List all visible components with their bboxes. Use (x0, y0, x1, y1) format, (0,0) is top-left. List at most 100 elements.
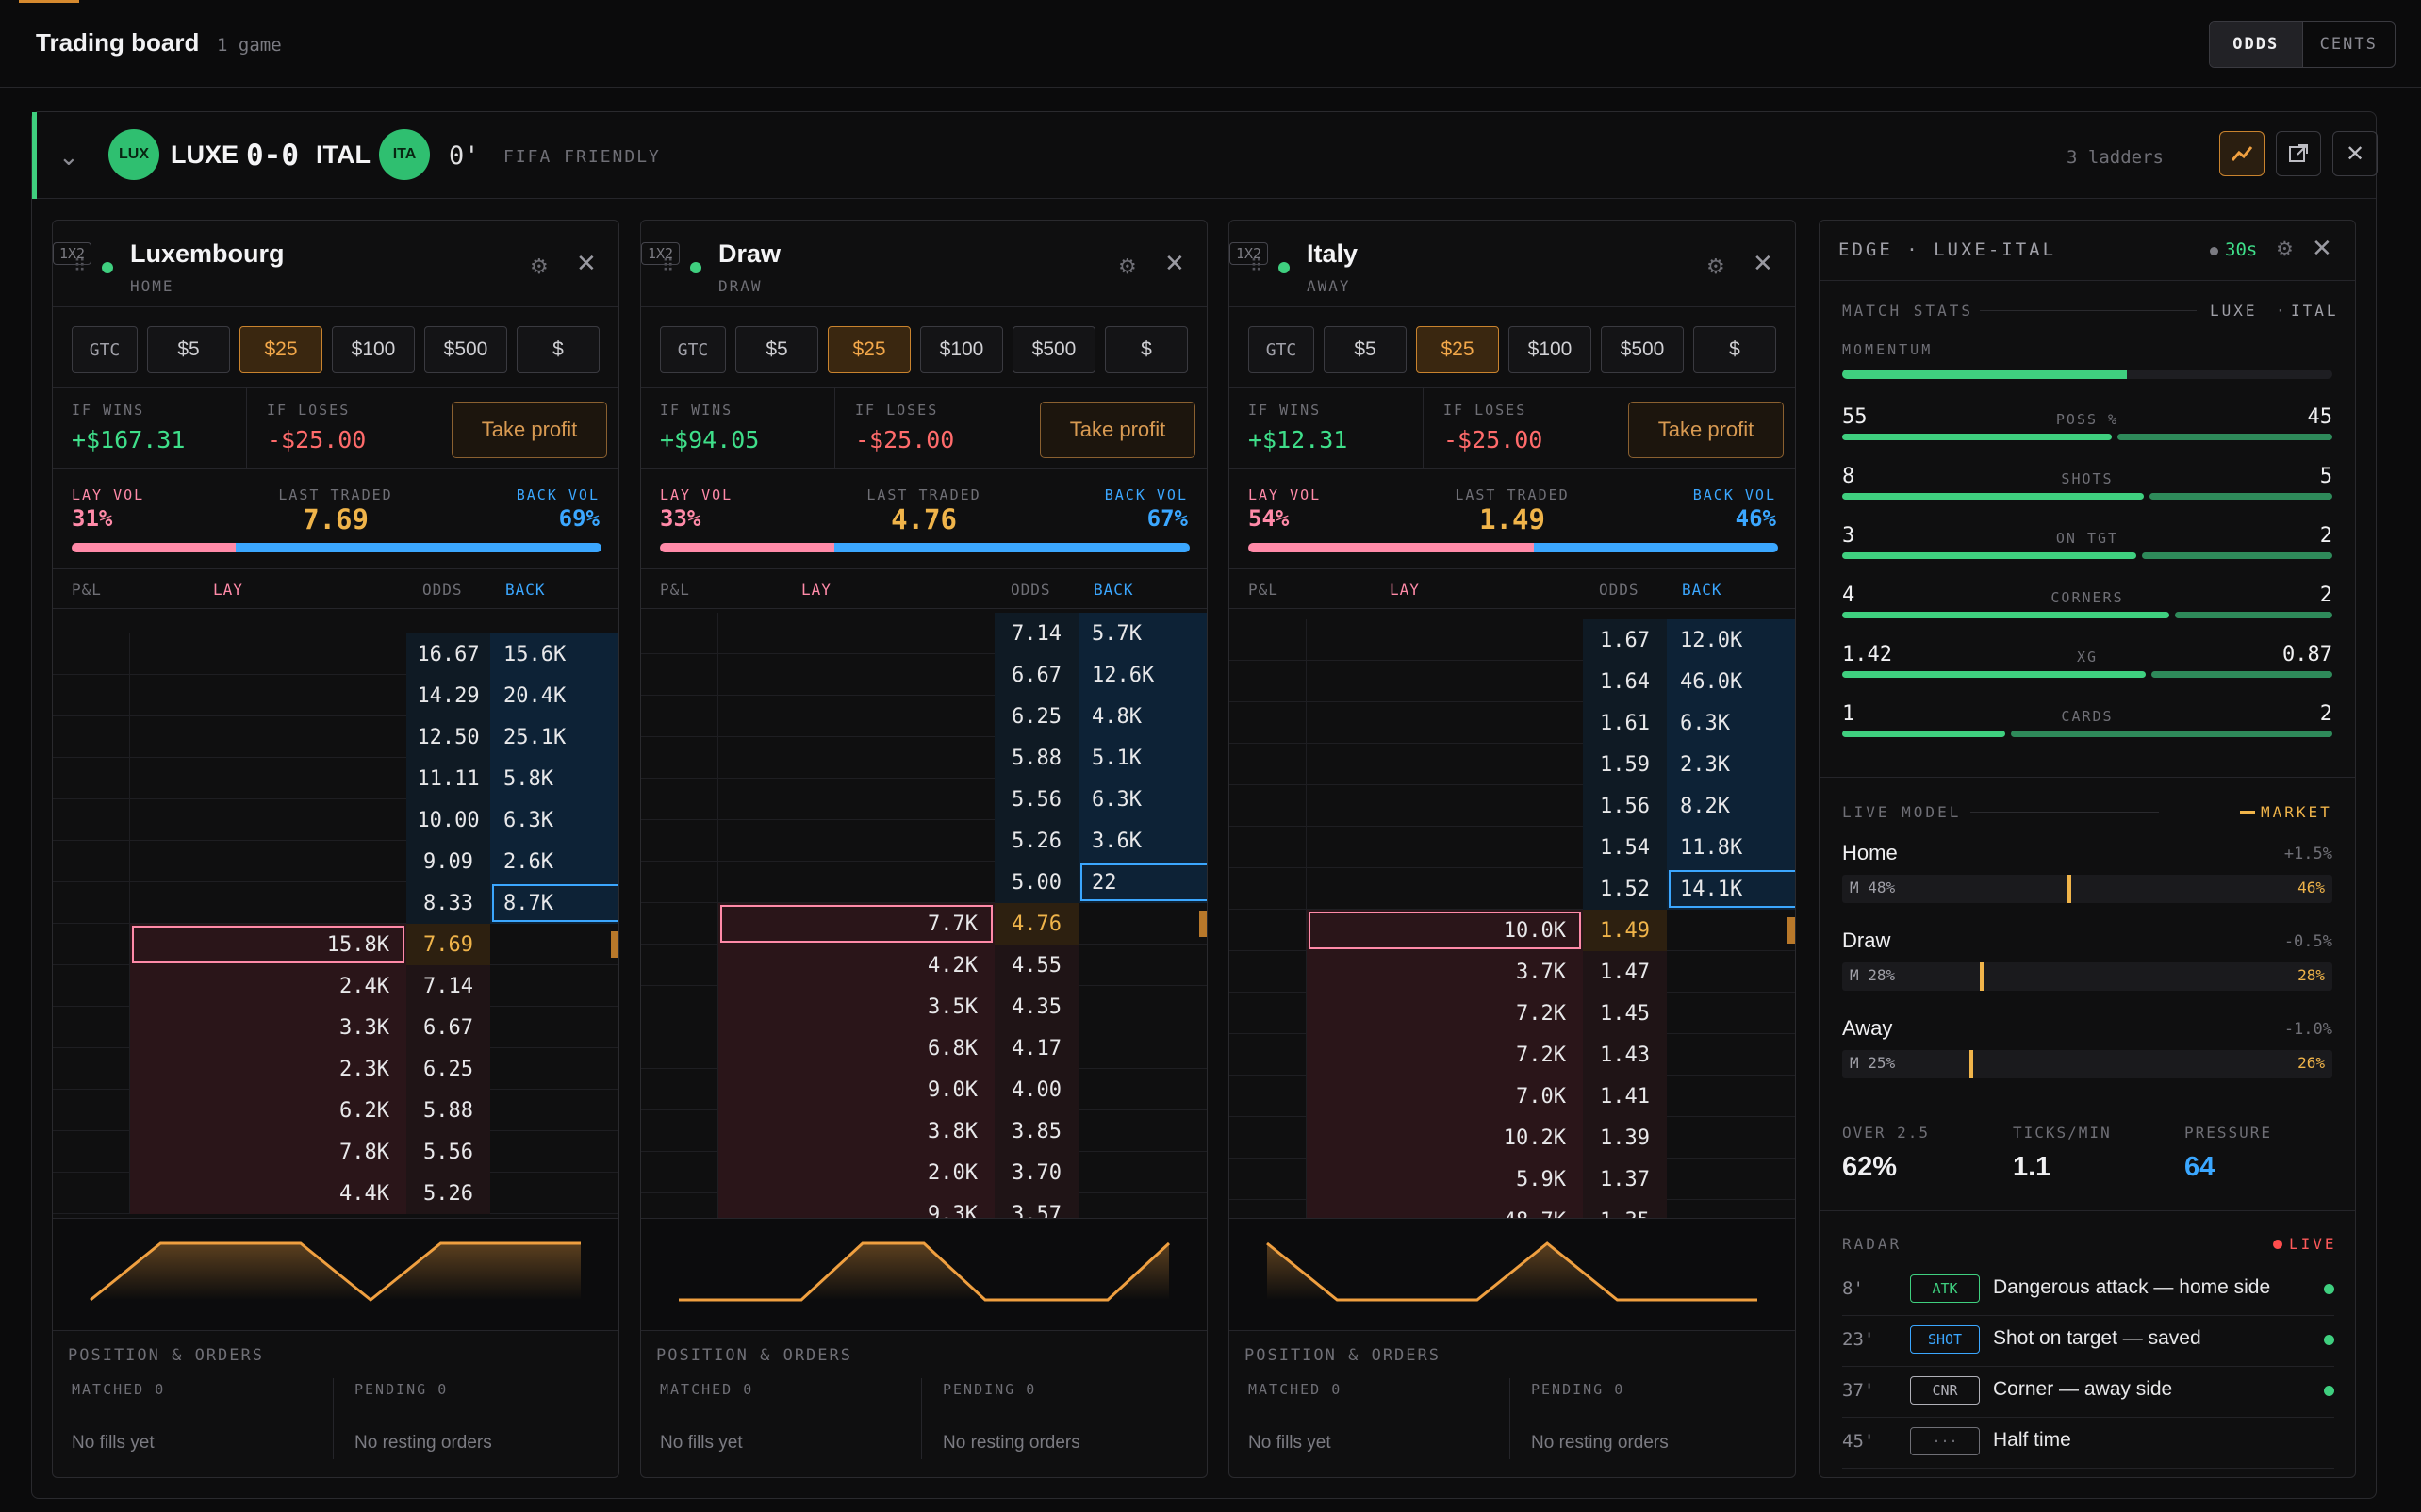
ladder-row[interactable]: 16.67 15.6K (53, 633, 618, 676)
take-profit-button[interactable]: Take profit (452, 402, 607, 458)
ladder-row[interactable]: 3.8K 3.85 (641, 1110, 1207, 1153)
ladder-row[interactable]: 12.50 25.1K (53, 716, 618, 759)
lay-cell[interactable]: 2.0K (718, 1152, 995, 1194)
back-cell[interactable] (1667, 993, 1795, 1034)
back-cell[interactable]: 8.2K (1667, 785, 1795, 827)
lay-cell[interactable]: 5.9K (1307, 1159, 1583, 1200)
lay-cell[interactable]: 4.4K (130, 1173, 406, 1215)
stake-button[interactable]: $ (1105, 326, 1188, 373)
lay-cell[interactable] (718, 737, 995, 779)
back-cell[interactable] (1079, 903, 1207, 945)
ladder-row[interactable]: 7.2K 1.45 (1229, 993, 1795, 1034)
back-cell[interactable]: 4.8K (1079, 696, 1207, 738)
ladder-row[interactable]: 1.52 14.1K (1229, 868, 1795, 910)
lay-cell[interactable]: 3.8K (718, 1110, 995, 1153)
ladder-row[interactable]: 5.56 6.3K (641, 779, 1207, 821)
gear-icon[interactable]: ⚙ (1118, 255, 1137, 278)
back-cell[interactable] (1667, 1159, 1795, 1200)
lay-cell[interactable]: 10.2K (1307, 1117, 1583, 1159)
back-cell[interactable] (490, 1007, 618, 1048)
ladder-row[interactable]: 7.14 5.7K (641, 613, 1207, 655)
back-cell[interactable]: 20.4K (490, 675, 618, 717)
lay-cell[interactable]: 7.7K (718, 903, 995, 945)
ladder-row[interactable]: 10.00 6.3K (53, 799, 618, 842)
drag-handle-icon[interactable]: ⠿ (1250, 256, 1263, 275)
ladder-row[interactable]: 7.2K 1.43 (1229, 1034, 1795, 1076)
ladder-row[interactable]: 2.3K 6.25 (53, 1048, 618, 1091)
back-cell[interactable] (1667, 1200, 1795, 1218)
chart-toggle-button[interactable] (2219, 131, 2265, 176)
lay-cell[interactable]: 7.0K (1307, 1076, 1583, 1117)
back-cell[interactable] (1079, 1152, 1207, 1193)
lay-cell[interactable]: 9.0K (718, 1069, 995, 1111)
back-cell[interactable]: 5.8K (490, 758, 618, 800)
ladder-row[interactable]: 48.7K 1.35 (1229, 1200, 1795, 1218)
back-cell[interactable] (1667, 1034, 1795, 1076)
ladder-row[interactable]: 6.67 12.6K (641, 654, 1207, 697)
back-cell[interactable]: 6.3K (1079, 779, 1207, 821)
back-cell[interactable] (1079, 1110, 1207, 1152)
lay-cell[interactable]: 7.2K (1307, 1034, 1583, 1076)
ladder-row[interactable]: 5.88 5.1K (641, 737, 1207, 780)
lay-cell[interactable] (1307, 785, 1583, 827)
stake-button[interactable]: $5 (1324, 326, 1407, 373)
back-cell[interactable]: 3.6K (1079, 820, 1207, 863)
ladder-row[interactable]: 2.0K 3.70 (641, 1152, 1207, 1194)
lay-cell[interactable]: 2.4K (130, 965, 406, 1008)
lay-cell[interactable]: 6.2K (130, 1090, 406, 1132)
ladder-row[interactable]: 10.0K 1.49 (1229, 910, 1795, 951)
back-cell[interactable] (490, 924, 618, 965)
lay-cell[interactable]: 7.8K (130, 1131, 406, 1174)
lay-cell[interactable] (130, 716, 406, 758)
back-cell[interactable]: 5.7K (1079, 613, 1207, 655)
ladder-row[interactable]: 5.26 3.6K (641, 820, 1207, 863)
back-cell[interactable] (1079, 945, 1207, 986)
close-game-button[interactable]: ✕ (2332, 131, 2378, 176)
chevron-down-icon[interactable]: ⌄ (58, 142, 79, 171)
back-cell[interactable] (1079, 1193, 1207, 1218)
back-cell[interactable]: 6.3K (490, 799, 618, 842)
lay-cell[interactable] (130, 882, 406, 924)
lay-cell[interactable] (130, 758, 406, 799)
ladder-row[interactable]: 11.11 5.8K (53, 758, 618, 800)
lay-cell[interactable]: 4.2K (718, 945, 995, 987)
ladder-row[interactable]: 9.3K 3.57 (641, 1193, 1207, 1218)
close-icon[interactable]: ✕ (1753, 249, 1773, 277)
drag-handle-icon[interactable]: ⠿ (74, 256, 87, 275)
lay-cell[interactable]: 7.2K (1307, 993, 1583, 1034)
ladder-row[interactable]: 3.7K 1.47 (1229, 951, 1795, 993)
radar-event[interactable]: 23' SHOT Shot on target — saved (1842, 1316, 2334, 1367)
stake-button[interactable]: $ (1693, 326, 1776, 373)
stake-button[interactable]: GTC (660, 326, 726, 373)
stake-button[interactable]: $100 (332, 326, 415, 373)
lay-cell[interactable]: 3.7K (1307, 951, 1583, 993)
back-cell[interactable] (490, 965, 618, 1007)
lay-cell[interactable]: 48.7K (1307, 1200, 1583, 1218)
lay-cell[interactable] (130, 841, 406, 882)
ladder-row[interactable]: 14.29 20.4K (53, 675, 618, 717)
back-cell[interactable] (1079, 1027, 1207, 1069)
lay-cell[interactable]: 3.3K (130, 1007, 406, 1049)
lay-cell[interactable] (1307, 827, 1583, 868)
stake-button[interactable]: $500 (424, 326, 507, 373)
lay-cell[interactable] (718, 820, 995, 862)
ladder-row[interactable]: 5.00 22 (641, 862, 1207, 904)
stake-button[interactable]: $25 (1416, 326, 1499, 373)
back-cell[interactable]: 11.8K (1667, 827, 1795, 868)
take-profit-button[interactable]: Take profit (1628, 402, 1784, 458)
ladder-row[interactable]: 7.8K 5.56 (53, 1131, 618, 1174)
lay-cell[interactable]: 9.3K (718, 1193, 995, 1218)
take-profit-button[interactable]: Take profit (1040, 402, 1195, 458)
stake-button[interactable]: $500 (1013, 326, 1095, 373)
lay-cell[interactable] (1307, 744, 1583, 785)
lay-cell[interactable] (718, 696, 995, 737)
ladder-row[interactable]: 4.2K 4.55 (641, 945, 1207, 987)
lay-cell[interactable] (1307, 619, 1583, 661)
stake-button[interactable]: $ (517, 326, 600, 373)
back-cell[interactable]: 15.6K (490, 633, 618, 676)
back-cell[interactable]: 12.6K (1079, 654, 1207, 697)
back-cell[interactable]: 8.7K (490, 882, 618, 925)
ladder-row[interactable]: 2.4K 7.14 (53, 965, 618, 1008)
radar-event[interactable]: 8' ATK Dangerous attack — home side (1842, 1265, 2334, 1316)
lay-cell[interactable]: 15.8K (130, 924, 406, 966)
